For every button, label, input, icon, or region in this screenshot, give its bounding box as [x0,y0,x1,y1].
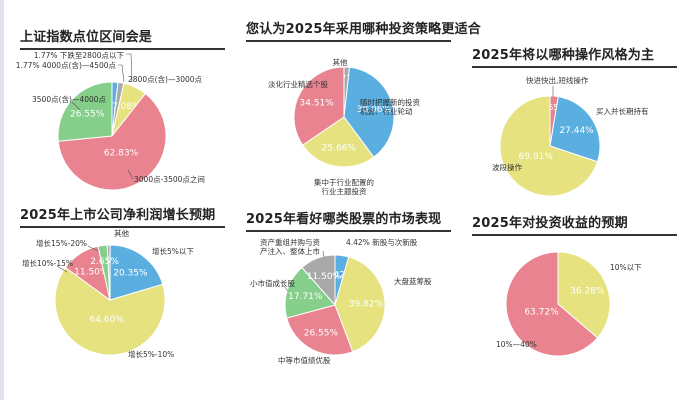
pie-slice [549,96,601,163]
category-label: 小市值成长股 [250,278,295,288]
leader-line [71,101,81,111]
category-label: 1.77% 下跌至2800点以下 [34,50,125,60]
pie-slice [499,95,599,197]
slice-percent-label: 2.65% [541,103,565,112]
leader-line [126,53,133,83]
slice-percent-label: 11.50% [307,272,342,282]
chart-panel-style: 2025年将以哪种操作风格为主 2.65% 27.44% 69.91% 快进快出,短线… [464,36,697,226]
slice-percent-label: 1.77% [334,74,358,83]
title-rule [472,234,677,236]
pie-slice [334,256,386,353]
chart-panel-index-range: 上证指数点位区间会是 7.08% 62.83% 26.55% 1.77% 下跌至280… [12,18,245,208]
slice-percent-label: 36.28% [570,287,605,297]
slice-percent-label: 2.65% [90,257,119,267]
pie-slice [57,81,113,142]
category-label: 增长15%-20% [36,238,87,248]
leader-line [283,285,289,292]
category-label: 增长5%-10% [128,349,174,359]
slice-percent-label: 26.55% [70,110,105,120]
slice-percent-label: 0.88% [97,253,121,262]
pie-slice [109,244,164,301]
category-label: 4.42% 新股与次新股 [346,237,418,247]
category-label: 随时把握新的投资机会、行业轮动 [360,97,420,116]
slice-percent-label: 27.44% [559,126,594,136]
pie-slice [301,116,375,168]
category-label: 3500点(含)—4000点 [32,94,107,104]
category-label: 10%以下 [610,263,642,272]
chart-panel-profit-growth: 2025年上市公司净利润增长预期 0.88% 20.35% 64.60% 11.50%… [12,196,245,386]
chart-title: 2025年看好哪类股票的市场表现 [246,212,442,227]
slice-percent-label: 26.55% [304,329,339,339]
slice-percent-label: 63.72% [524,308,559,318]
slice-percent-label: 34.51% [299,99,334,109]
category-label: 快进快出,短线操作 [526,75,589,85]
slice-percent-label: 20.35% [113,269,148,279]
title-rule [246,40,451,42]
pie-chart: 36.28% 63.72% 10%以下 10%—40% [496,251,642,357]
pie-slice [97,244,111,301]
chart-title: 2025年将以哪种操作风格为主 [472,48,655,63]
pie-slice [505,251,599,357]
category-label: 中等市值绩优股 [278,355,331,365]
pie-slice [301,254,336,307]
pie-slice [54,266,166,356]
slice-percent-label: 7.08% [112,102,141,112]
category-label: 资产重组并购与资产注入、整体上市 [260,237,320,256]
pie-chart: 0.88% 20.35% 64.60% 11.50%2.65% 其他增长5%以下增长5%… [22,228,194,359]
category-label: 大盘蓝筹股 [394,276,432,286]
slice-percent-label: 69.91% [519,152,554,162]
category-label: 增长10%-15% [22,258,73,268]
pie-slice [293,66,345,146]
pie-slice [343,66,395,158]
slice-percent-label: 11.50% [74,268,109,278]
category-label: 集中于行业配置的行业主题投资 [314,177,374,196]
category-label: 淡化行业精选个股 [268,79,328,89]
leader-line [56,265,68,273]
chart-panel-strategy: 您认为2025年采用哪种投资策略更适合 1.77% 38.06% 25.66% 34.… [238,10,481,200]
leader-line [322,250,325,258]
slice-percent-label: 64.60% [90,315,125,325]
chart-title: 上证指数点位区间会是 [20,30,153,45]
category-label: 增长5%以下 [152,246,194,256]
title-rule [246,230,451,232]
chart-panel-stock-type: 2025年看好哪类股票的市场表现 4.42% 39.82% 26.55% 17.71%… [238,200,471,390]
pie-slice [57,92,167,191]
category-label: 买入并长期持有 [596,106,649,116]
pie-slice [286,304,354,356]
category-label: 其他 [333,57,348,67]
slice-percent-label: 4.42% [325,270,354,280]
category-label: 2800点(含)—3000点 [128,74,203,84]
chart-panel-return: 2025年对投资收益的预期 36.28% 63.72% 10%以下 10%—40% [464,204,697,394]
leader-line [87,245,99,252]
slice-percent-label: 38.06% [357,105,392,115]
chart-title: 2025年对投资收益的预期 [472,216,628,231]
category-label: 波段操作 [492,162,522,172]
slice-percent-label: 17.71% [288,292,323,302]
pie-chart: 4.42% 39.82% 26.55% 17.71% 11.50% 4.42% 新股与次新… [250,237,432,365]
category-label: 1.77% 4000点(含)—4500点 [16,60,117,70]
chart-title: 您认为2025年采用哪种投资策略更适合 [246,22,481,37]
title-rule [20,48,225,50]
pie-slice [284,266,336,319]
category-label: 其他 [114,228,129,238]
leader-line [118,64,125,83]
pie-chart: 1.77% 38.06% 25.66% 34.51% 其他随时把握新的投资机会、行业轮动… [268,57,420,196]
category-label: 10%—40% [496,340,537,349]
leader-line [127,169,134,180]
slice-percent-label: 39.82% [349,300,384,310]
chart-title: 2025年上市公司净利润增长预期 [20,208,216,223]
title-rule [20,226,225,228]
slice-percent-label: 62.83% [104,149,139,159]
slice-percent-label: 25.66% [322,144,357,154]
pie-slice [557,251,611,339]
category-label: 3000点-3500点之间 [134,174,205,184]
title-rule [472,66,677,68]
left-margin-bar [0,0,4,400]
